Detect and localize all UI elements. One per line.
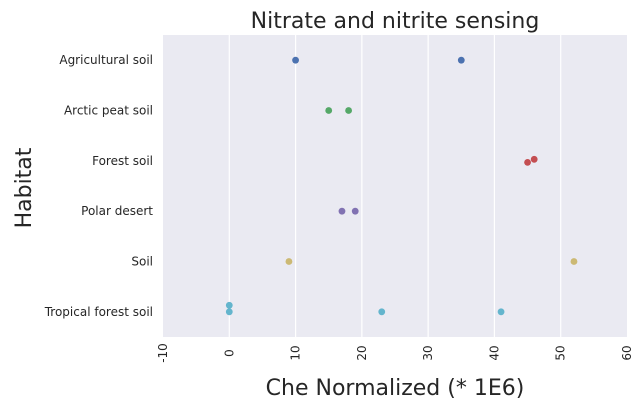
- data-point: [345, 107, 352, 114]
- x-tick-label: 20: [355, 345, 369, 360]
- y-tick-label: Polar desert: [81, 204, 153, 218]
- x-axis-ticks: -10 0 10 20 30 40 50 60: [156, 343, 634, 363]
- x-tick-label: 50: [554, 345, 568, 360]
- grid: [228, 35, 562, 337]
- y-tick-label: Agricultural soil: [59, 53, 153, 67]
- x-tick-label: -10: [156, 343, 170, 363]
- data-point: [351, 207, 359, 215]
- data-point: [378, 308, 386, 316]
- data-point: [457, 56, 465, 64]
- x-tick-label: 40: [487, 345, 501, 360]
- data-point: [570, 258, 578, 265]
- data-point: [524, 158, 531, 166]
- data-point: [285, 258, 293, 265]
- y-axis-label: Habitat: [12, 147, 37, 228]
- x-tick-label: 60: [620, 345, 634, 360]
- y-tick-label: Arctic peat soil: [64, 104, 153, 118]
- data-point: [292, 56, 299, 64]
- y-tick-label: Tropical forest soil: [44, 305, 153, 319]
- data-point: [497, 308, 505, 316]
- x-axis-label: Che Normalized (* 1E6): [266, 376, 525, 401]
- data-point: [338, 207, 346, 215]
- data-points: [225, 56, 578, 316]
- x-tick-label: 0: [222, 349, 236, 357]
- x-tick-label: 30: [421, 345, 435, 360]
- y-tick-label: Forest soil: [92, 154, 153, 168]
- plot-area: [163, 35, 627, 337]
- chart-title: Nitrate and nitrite sensing: [251, 9, 540, 34]
- data-point: [530, 155, 538, 163]
- y-axis-ticks: Agricultural soil Arctic peat soil Forest …: [44, 53, 154, 319]
- data-point: [225, 301, 233, 309]
- x-tick-label: 10: [289, 345, 303, 360]
- data-point: [225, 308, 233, 316]
- data-point: [325, 107, 333, 114]
- y-tick-label: Soil: [131, 255, 153, 269]
